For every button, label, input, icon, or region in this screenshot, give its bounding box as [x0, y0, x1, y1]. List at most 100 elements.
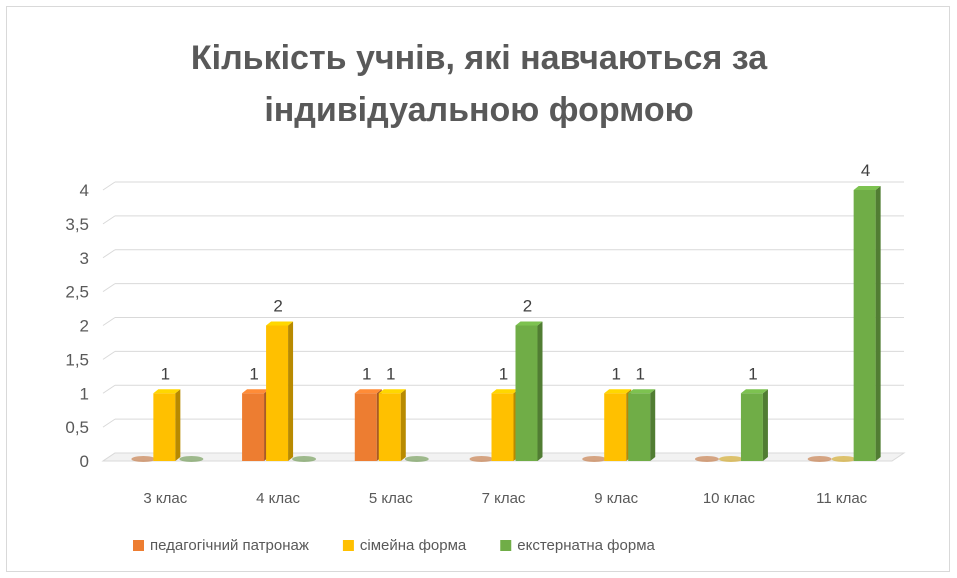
bar [491, 389, 519, 461]
y-tick-label: 0,5 [65, 418, 89, 437]
bar-front [515, 325, 538, 461]
legend-swatch [133, 540, 144, 551]
bar-side [762, 389, 768, 461]
bar-side [175, 389, 181, 461]
legend: педагогічний патронаж сімейна форма екстер… [133, 537, 656, 554]
data-label: 1 [611, 364, 620, 383]
bar [740, 389, 768, 461]
gridline-side [102, 418, 116, 428]
bar [242, 389, 270, 461]
bar-zero [469, 456, 494, 462]
data-label: 1 [386, 364, 395, 383]
bar-front [242, 393, 265, 461]
bar-front [740, 393, 763, 461]
chart-title-line: Кількість учнів, які навчаються за [191, 39, 768, 77]
bar-top [740, 389, 768, 394]
bar-top [354, 389, 382, 394]
bar-top [266, 321, 294, 326]
legend-label: педагогічний патронаж [150, 537, 309, 554]
bar-side [400, 389, 406, 461]
gridline-side [102, 215, 116, 225]
bar [153, 389, 181, 461]
bar-zero [179, 456, 204, 462]
y-tick-label: 2,5 [65, 283, 89, 302]
y-tick-label: 3 [80, 249, 89, 268]
bar [266, 321, 294, 461]
bar-zero [582, 456, 607, 462]
bar-side [650, 389, 656, 461]
bar-top [604, 389, 632, 394]
bar-side [537, 321, 543, 461]
bar-zero [807, 456, 832, 462]
bar-front [354, 393, 377, 461]
legend-swatch [500, 540, 512, 551]
y-tick-label: 4 [80, 181, 89, 200]
bar-front [266, 325, 289, 461]
legend-item: екстернатна форма [500, 537, 656, 554]
bar-front [153, 393, 176, 461]
x-category-label: 9 клас [594, 490, 638, 507]
data-label: 2 [523, 297, 532, 316]
bar-zero [694, 456, 719, 462]
bar-top [153, 389, 181, 394]
x-axis-categories: 3 клас 4 клас 5 клас 7 клас 9 клас 10 клас 11 … [143, 490, 867, 507]
data-label: 4 [861, 161, 870, 180]
bar-top [378, 389, 406, 394]
y-tick-label: 3,5 [65, 215, 89, 234]
chart-title-line: індивідуальною формою [264, 91, 693, 129]
legend-label: екстернатна форма [517, 537, 655, 554]
bar-front [491, 393, 514, 461]
bar-front [604, 393, 627, 461]
chart-title: Кількість учнів, які навчаються за індиві… [191, 39, 768, 129]
data-label: 1 [249, 364, 258, 383]
bar-zero [718, 456, 743, 462]
bar-top [515, 321, 543, 326]
bar-top [628, 389, 656, 394]
bar [628, 389, 656, 461]
gridlines [102, 181, 904, 462]
legend-label: сімейна форма [360, 537, 467, 554]
bars [131, 186, 881, 462]
bar-top [853, 186, 881, 190]
bar [378, 389, 406, 461]
y-tick-label: 1 [80, 384, 89, 403]
bar-side [875, 186, 881, 461]
data-label: 1 [362, 364, 371, 383]
bar-front [853, 190, 876, 461]
x-category-label: 11 клас [816, 490, 868, 507]
bar-zero [404, 456, 429, 462]
bar-zero [292, 456, 317, 462]
legend-item: педагогічний патронаж [133, 537, 309, 554]
y-tick-label: 1,5 [65, 350, 89, 369]
bar-zero [131, 456, 156, 462]
bar-top [242, 389, 270, 394]
bar [354, 389, 382, 461]
bar-front [378, 393, 401, 461]
gridline-side [102, 350, 116, 360]
legend-swatch [342, 540, 354, 551]
x-category-label: 3 клас [143, 490, 187, 507]
bar-chart: Кількість учнів, які навчаються за індиві… [65, 39, 906, 554]
x-category-label: 7 клас [482, 490, 526, 507]
gridline-side [102, 384, 116, 394]
y-tick-label: 2 [80, 317, 89, 336]
data-labels: 1 121 1 121 1 14 [161, 161, 871, 383]
chart-container: Кількість учнів, які навчаються за індиві… [6, 6, 950, 572]
gridline-side [102, 317, 116, 326]
data-label: 1 [499, 364, 508, 383]
bar-zero [831, 456, 856, 462]
bar [853, 186, 881, 461]
data-label: 1 [748, 364, 757, 383]
bar [515, 321, 543, 461]
y-tick-label: 0 [80, 452, 89, 471]
gridline-side [102, 249, 116, 259]
gridline-side [102, 181, 116, 191]
bar-top [491, 389, 519, 394]
bar [604, 389, 632, 461]
bar-front [628, 393, 651, 461]
x-category-label: 5 клас [369, 490, 413, 507]
x-category-label: 4 клас [256, 490, 300, 507]
data-label: 2 [273, 297, 282, 316]
data-label: 1 [635, 364, 644, 383]
gridline-side [102, 283, 116, 293]
